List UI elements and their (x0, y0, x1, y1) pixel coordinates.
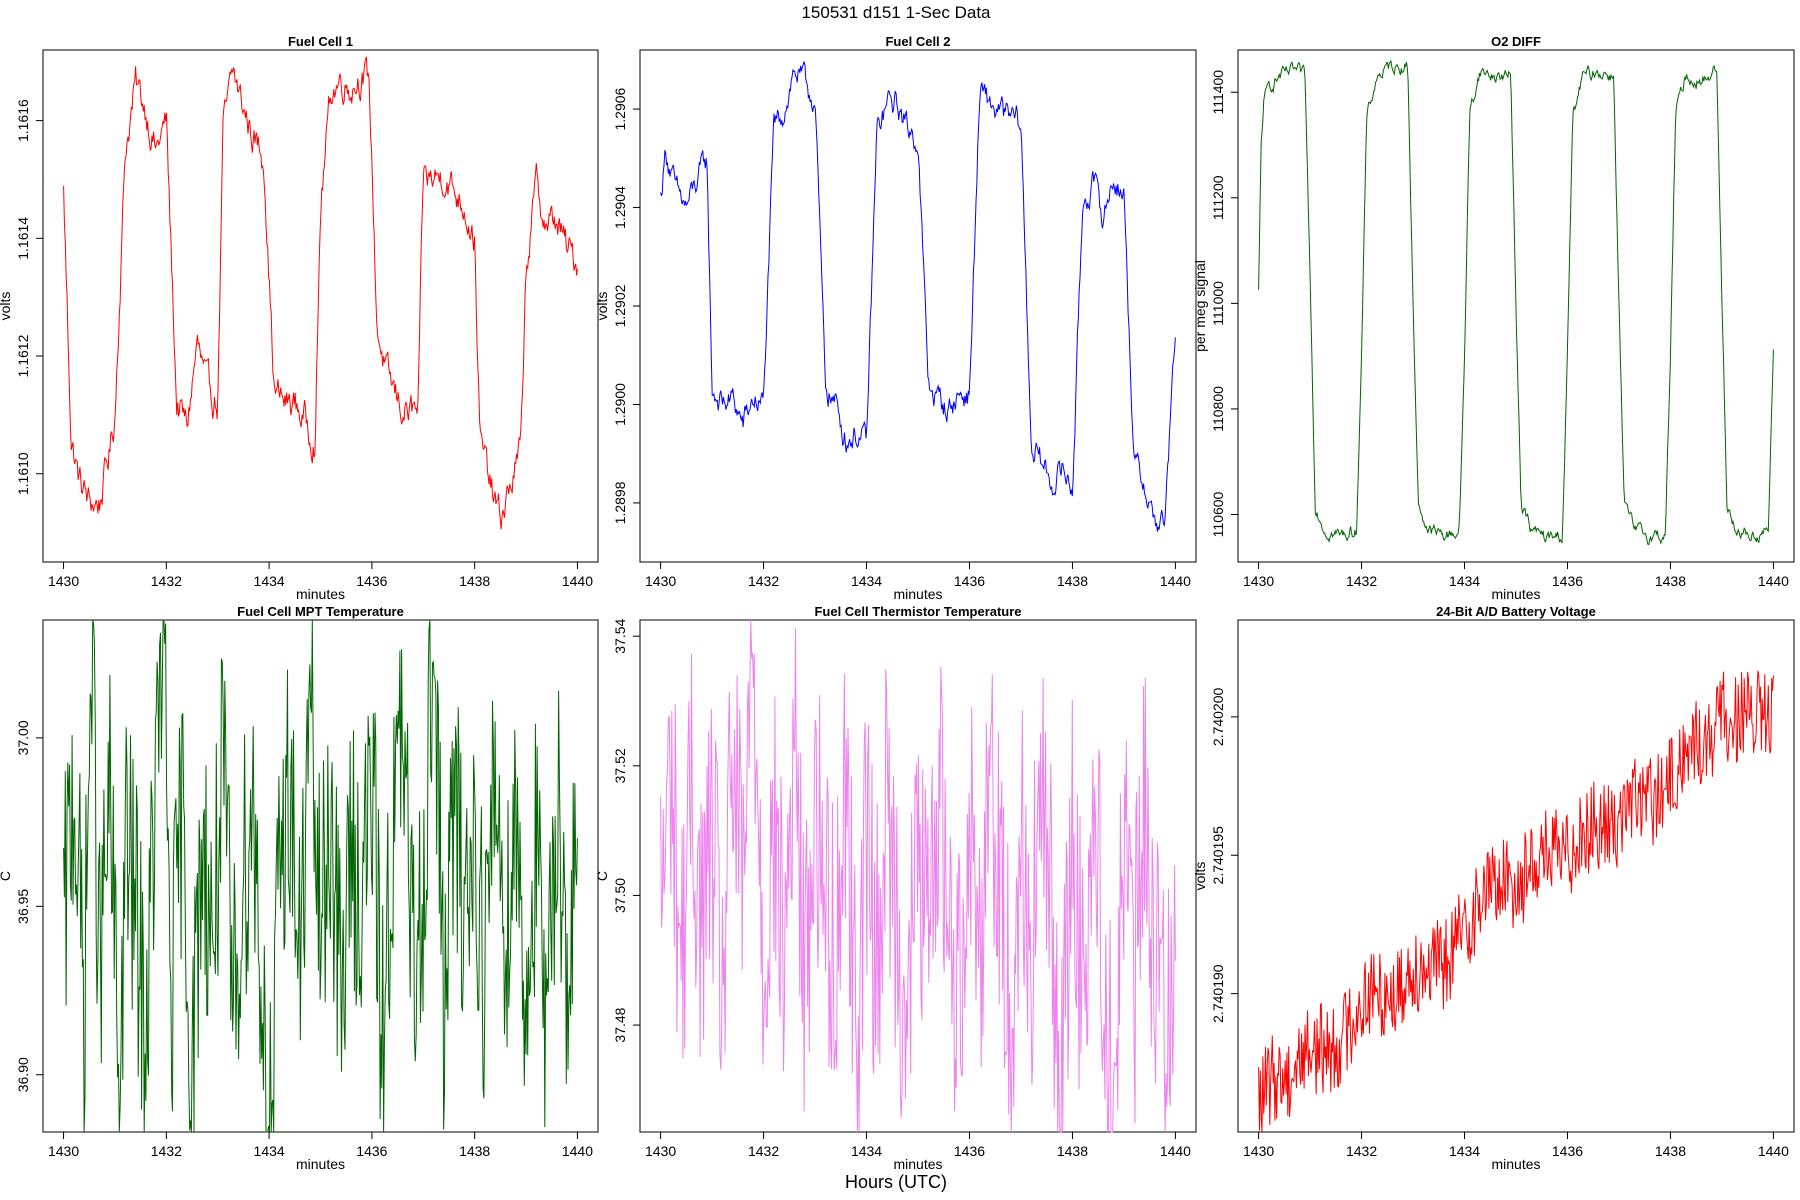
x-tick-label: 1430 (48, 573, 79, 589)
chart-panel-3: O2 DIFF 1430 1432 1434 1436 1438 1440 minutes 11… (1192, 34, 1795, 602)
x-tick-label: 1440 (562, 1143, 593, 1159)
plot-frame (1237, 619, 1795, 1133)
figure-xlabel: Hours (UTC) (845, 1172, 947, 1192)
y-tick-label: 1.2904 (612, 186, 628, 229)
y-tick-label: 1.1614 (15, 217, 31, 260)
x-tick-label: 1440 (1758, 573, 1789, 589)
x-tick-label: 1434 (1449, 1143, 1480, 1159)
y-axis-label: C (0, 871, 13, 881)
y-tick-label: 36.95 (15, 889, 31, 924)
x-tick-label: 1440 (1160, 1143, 1191, 1159)
y-tick-label: 2.740200 (1210, 687, 1226, 746)
x-axis-label: minutes (1491, 586, 1540, 602)
y-tick-label: 1.2898 (612, 481, 628, 524)
x-tick-label: 1434 (1449, 573, 1480, 589)
y-tick-label: 36.90 (15, 1057, 31, 1092)
plot-frame (1237, 49, 1795, 563)
x-tick-label: 1436 (954, 1143, 985, 1159)
y-tick-label: 110800 (1210, 386, 1226, 432)
x-axis-label: minutes (296, 1156, 345, 1172)
chart-title: Fuel Cell Thermistor Temperature (814, 604, 1021, 619)
series-line (660, 619, 1176, 1133)
x-tick-label: 1440 (1160, 573, 1191, 589)
y-tick-label: 37.54 (612, 618, 628, 653)
plot-frame (42, 619, 599, 1133)
x-axis-label: minutes (893, 586, 942, 602)
x-axis-label: minutes (893, 1156, 942, 1172)
y-tick-label: 37.00 (15, 720, 31, 755)
x-tick-label: 1430 (1243, 573, 1274, 589)
x-tick-label: 1436 (356, 573, 387, 589)
y-axis-label: volts (1192, 862, 1208, 891)
x-tick-label: 1430 (48, 1143, 79, 1159)
y-axis-label: volts (594, 292, 610, 321)
y-axis-label: C (594, 871, 610, 881)
chart-panel-2: Fuel Cell 2 1430 1432 1434 1436 1438 1440 minut… (594, 34, 1197, 602)
chart-title: O2 DIFF (1491, 34, 1541, 49)
x-tick-label: 1434 (254, 573, 285, 589)
series-line (63, 619, 578, 1133)
y-tick-label: 111200 (1210, 175, 1226, 220)
x-tick-label: 1430 (645, 573, 676, 589)
plot-frame (639, 619, 1197, 1133)
figure-title: 150531 d151 1-Sec Data (801, 3, 991, 22)
x-tick-label: 1436 (356, 1143, 387, 1159)
chart-panel-4: Fuel Cell MPT Temperature 1430 1432 1434 143… (0, 604, 599, 1172)
x-tick-label: 1434 (851, 1143, 882, 1159)
y-tick-label: 37.52 (612, 748, 628, 783)
x-tick-label: 1432 (748, 1143, 779, 1159)
x-tick-label: 1438 (459, 573, 490, 589)
y-tick-label: 2.740190 (1210, 964, 1226, 1023)
y-tick-label: 37.50 (612, 878, 628, 913)
x-tick-label: 1432 (151, 1143, 182, 1159)
x-tick-label: 1432 (151, 573, 182, 589)
chart-title: Fuel Cell MPT Temperature (237, 604, 404, 619)
chart-title: Fuel Cell 1 (288, 34, 353, 49)
y-tick-label: 111000 (1210, 281, 1226, 326)
x-tick-label: 1430 (1243, 1143, 1274, 1159)
chart-panel-5: Fuel Cell Thermistor Temperature 1430 1432… (594, 604, 1197, 1172)
series-line (63, 56, 578, 530)
y-tick-label: 1.1610 (15, 452, 31, 495)
chart-title: Fuel Cell 2 (885, 34, 950, 49)
y-axis-label: volts (0, 292, 13, 321)
y-tick-label: 110600 (1210, 491, 1226, 537)
x-tick-label: 1438 (1057, 1143, 1088, 1159)
x-axis-label: minutes (1491, 1156, 1540, 1172)
y-tick-label: 37.48 (612, 1007, 628, 1042)
chart-panel-6: 24-Bit A/D Battery Voltage 1430 1432 1434 14… (1192, 604, 1795, 1172)
x-tick-label: 1432 (748, 573, 779, 589)
panels: Fuel Cell 1 1430 1432 1434 1436 1438 1440 minut… (0, 34, 1795, 1172)
y-axis-label: per meg signal (1192, 260, 1208, 352)
y-tick-label: 1.1612 (15, 334, 31, 377)
x-tick-label: 1436 (954, 573, 985, 589)
x-tick-label: 1438 (459, 1143, 490, 1159)
x-tick-label: 1440 (1758, 1143, 1789, 1159)
chart-panel-1: Fuel Cell 1 1430 1432 1434 1436 1438 1440 minut… (0, 34, 599, 602)
y-tick-label: 1.1616 (15, 99, 31, 142)
x-tick-label: 1438 (1655, 1143, 1686, 1159)
x-tick-label: 1434 (851, 573, 882, 589)
x-tick-label: 1430 (645, 1143, 676, 1159)
x-tick-label: 1440 (562, 573, 593, 589)
x-tick-label: 1432 (1346, 1143, 1377, 1159)
series-line (660, 61, 1176, 532)
y-tick-label: 1.2900 (612, 383, 628, 426)
x-tick-label: 1436 (1552, 1143, 1583, 1159)
y-tick-label: 1.2902 (612, 284, 628, 327)
x-axis-label: minutes (296, 586, 345, 602)
chart-title: 24-Bit A/D Battery Voltage (1436, 604, 1596, 619)
y-tick-label: 1.2906 (612, 87, 628, 130)
x-tick-label: 1432 (1346, 573, 1377, 589)
plot-frame (42, 49, 599, 563)
y-tick-label: 111400 (1210, 70, 1226, 115)
x-tick-label: 1438 (1655, 573, 1686, 589)
series-line (1258, 59, 1774, 546)
x-tick-label: 1434 (254, 1143, 285, 1159)
series-line (1258, 670, 1774, 1133)
y-tick-label: 2.740195 (1210, 826, 1226, 885)
x-tick-label: 1436 (1552, 573, 1583, 589)
x-tick-label: 1438 (1057, 573, 1088, 589)
